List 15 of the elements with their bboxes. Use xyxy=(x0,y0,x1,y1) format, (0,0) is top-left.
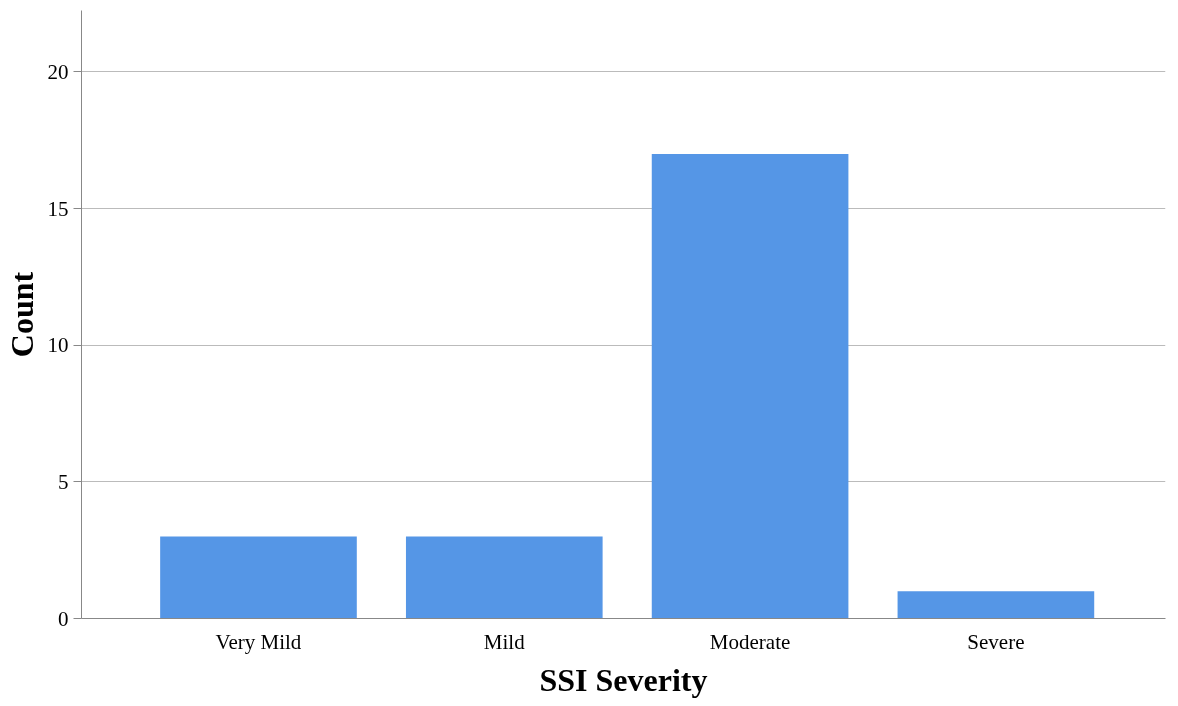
y-tick-label: 20 xyxy=(47,59,69,84)
x-tick-label: Very Mild xyxy=(215,629,302,654)
y-tick-label: 5 xyxy=(58,469,69,494)
bar xyxy=(897,591,1095,619)
x-tick-label: Moderate xyxy=(709,629,791,654)
bar xyxy=(405,536,603,619)
x-axis-title: SSI Severity xyxy=(539,661,708,698)
bar xyxy=(651,153,849,619)
x-tick-label: Mild xyxy=(483,629,526,654)
y-axis-title: Count xyxy=(3,271,40,358)
y-tick-label: 10 xyxy=(47,333,69,358)
y-tick-label: 15 xyxy=(47,196,69,221)
bar xyxy=(160,536,357,619)
x-tick-label: Severe xyxy=(967,629,1025,654)
y-tick-label: 0 xyxy=(58,606,69,631)
